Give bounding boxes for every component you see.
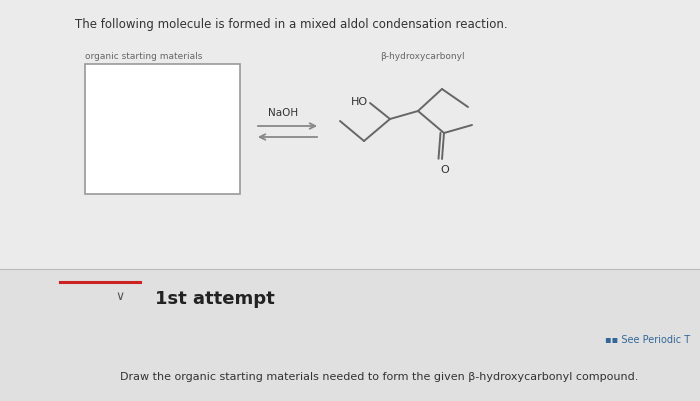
Text: NaOH: NaOH xyxy=(268,108,298,118)
Bar xyxy=(0,0,700,269)
Bar xyxy=(0,269,700,401)
Text: organic starting materials: organic starting materials xyxy=(85,52,202,61)
Text: O: O xyxy=(440,164,449,174)
Text: ▪▪ See Periodic T: ▪▪ See Periodic T xyxy=(605,334,690,344)
Text: Draw the organic starting materials needed to form the given β-hydroxycarbonyl c: Draw the organic starting materials need… xyxy=(120,371,638,381)
Text: The following molecule is formed in a mixed aldol condensation reaction.: The following molecule is formed in a mi… xyxy=(75,18,508,31)
Bar xyxy=(85,65,240,194)
Text: 1st attempt: 1st attempt xyxy=(155,289,274,307)
Text: HO: HO xyxy=(351,97,368,107)
Text: ∨: ∨ xyxy=(116,289,125,302)
Text: β-hydroxycarbonyl: β-hydroxycarbonyl xyxy=(380,52,465,61)
